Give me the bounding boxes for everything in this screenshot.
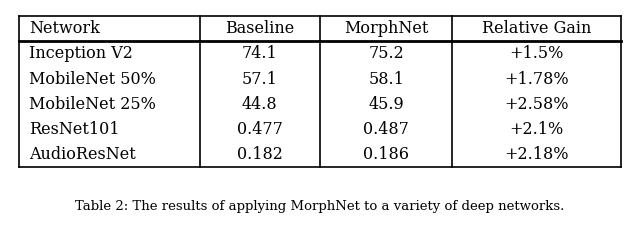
Text: 57.1: 57.1 <box>242 71 278 87</box>
Text: ResNet101: ResNet101 <box>29 121 119 138</box>
Text: +1.5%: +1.5% <box>509 45 564 62</box>
Text: Table 2: The results of applying MorphNet to a variety of deep networks.: Table 2: The results of applying MorphNe… <box>76 200 564 213</box>
Text: +2.58%: +2.58% <box>504 96 569 113</box>
Text: 45.9: 45.9 <box>368 96 404 113</box>
Text: MorphNet: MorphNet <box>344 20 428 37</box>
Text: +2.1%: +2.1% <box>509 121 564 138</box>
Text: 0.186: 0.186 <box>363 146 409 163</box>
Text: MobileNet 25%: MobileNet 25% <box>29 96 156 113</box>
Text: Inception V2: Inception V2 <box>29 45 132 62</box>
Text: 58.1: 58.1 <box>368 71 404 87</box>
Text: 75.2: 75.2 <box>368 45 404 62</box>
Text: 0.487: 0.487 <box>364 121 409 138</box>
Text: Network: Network <box>29 20 100 37</box>
Text: 0.477: 0.477 <box>237 121 283 138</box>
Text: 0.182: 0.182 <box>237 146 283 163</box>
Text: Relative Gain: Relative Gain <box>482 20 591 37</box>
Text: MobileNet 50%: MobileNet 50% <box>29 71 156 87</box>
Text: AudioResNet: AudioResNet <box>29 146 136 163</box>
Text: +2.18%: +2.18% <box>504 146 569 163</box>
Text: 44.8: 44.8 <box>242 96 278 113</box>
Text: +1.78%: +1.78% <box>504 71 569 87</box>
Text: 74.1: 74.1 <box>242 45 278 62</box>
Text: Baseline: Baseline <box>225 20 294 37</box>
